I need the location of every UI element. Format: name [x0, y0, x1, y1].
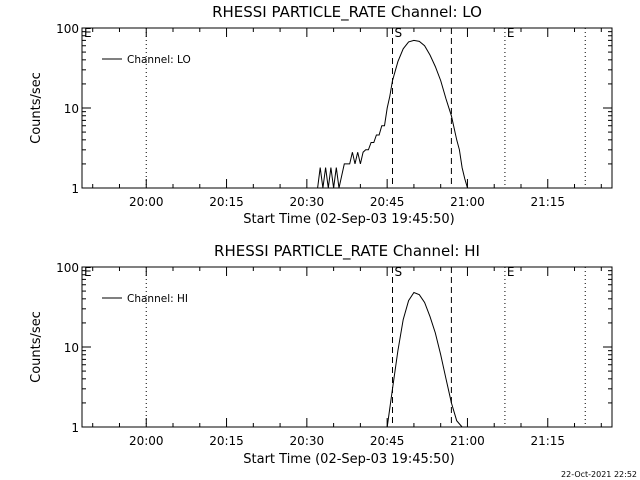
chart-0-marker-label: E: [84, 26, 92, 40]
chart-1-x-tick-label: 21:00: [450, 434, 485, 448]
timestamp-footer: 22-Oct-2021 22:52: [561, 470, 637, 479]
chart-1-series-line: [386, 291, 463, 428]
chart-1-x-tick-label: 20:30: [290, 434, 325, 448]
chart-0-x-tick-label: 20:30: [290, 195, 325, 209]
chart-1-y-axis-label: Counts/sec: [29, 311, 44, 383]
chart-0-series-line: [317, 39, 468, 189]
chart-1-plot-frame: [81, 266, 613, 428]
chart-0-title: RHESSI PARTICLE_RATE Channel: LO: [212, 3, 482, 22]
chart-0-x-tick-label: 21:15: [530, 195, 565, 209]
chart-1-x-tick-label: 20:45: [370, 434, 405, 448]
chart-1-title: RHESSI PARTICLE_RATE Channel: HI: [214, 242, 480, 261]
chart-0-y-tick-label: 1: [71, 182, 79, 196]
chart-1-y-tick-label: 100: [56, 261, 79, 275]
chart-0-marker-label: E: [507, 26, 515, 40]
chart-0-x-tick-label: 20:45: [370, 195, 405, 209]
chart-0-x-tick-label: 20:15: [209, 195, 244, 209]
chart-0-legend-label: Channel: LO: [127, 54, 191, 66]
chart-1-legend-label: Channel: HI: [127, 293, 188, 305]
chart-1-y-tick-label: 1: [71, 421, 79, 435]
chart-0-marker-label: S: [395, 26, 403, 40]
chart-1-marker-label: E: [84, 265, 92, 279]
chart-0-y-tick-label: 10: [64, 102, 79, 116]
chart-1-x-tick-label: 20:00: [129, 434, 164, 448]
chart-0-x-tick-label: 20:00: [129, 195, 164, 209]
chart-1-x-tick-label: 21:15: [530, 434, 565, 448]
chart-0-x-axis-label: Start Time (02-Sep-03 19:45:50): [243, 212, 454, 227]
chart-0-y-axis-label: Counts/sec: [29, 72, 44, 144]
chart-1-x-axis-label: Start Time (02-Sep-03 19:45:50): [243, 452, 454, 467]
chart-0-y-tick-label: 100: [56, 22, 79, 36]
chart-panel-lo: RHESSI PARTICLE_RATE Channel: LO 1 10 100 20…: [29, 3, 613, 227]
chart-0-x-tick-label: 21:00: [450, 195, 485, 209]
chart-1-x-tick-label: 20:15: [209, 434, 244, 448]
chart-1-y-tick-label: 10: [64, 341, 79, 355]
chart-1-marker-label: S: [395, 265, 403, 279]
chart-panel-hi: RHESSI PARTICLE_RATE Channel: HI 1 10 100 20…: [29, 242, 613, 467]
chart-1-marker-label: E: [507, 265, 515, 279]
